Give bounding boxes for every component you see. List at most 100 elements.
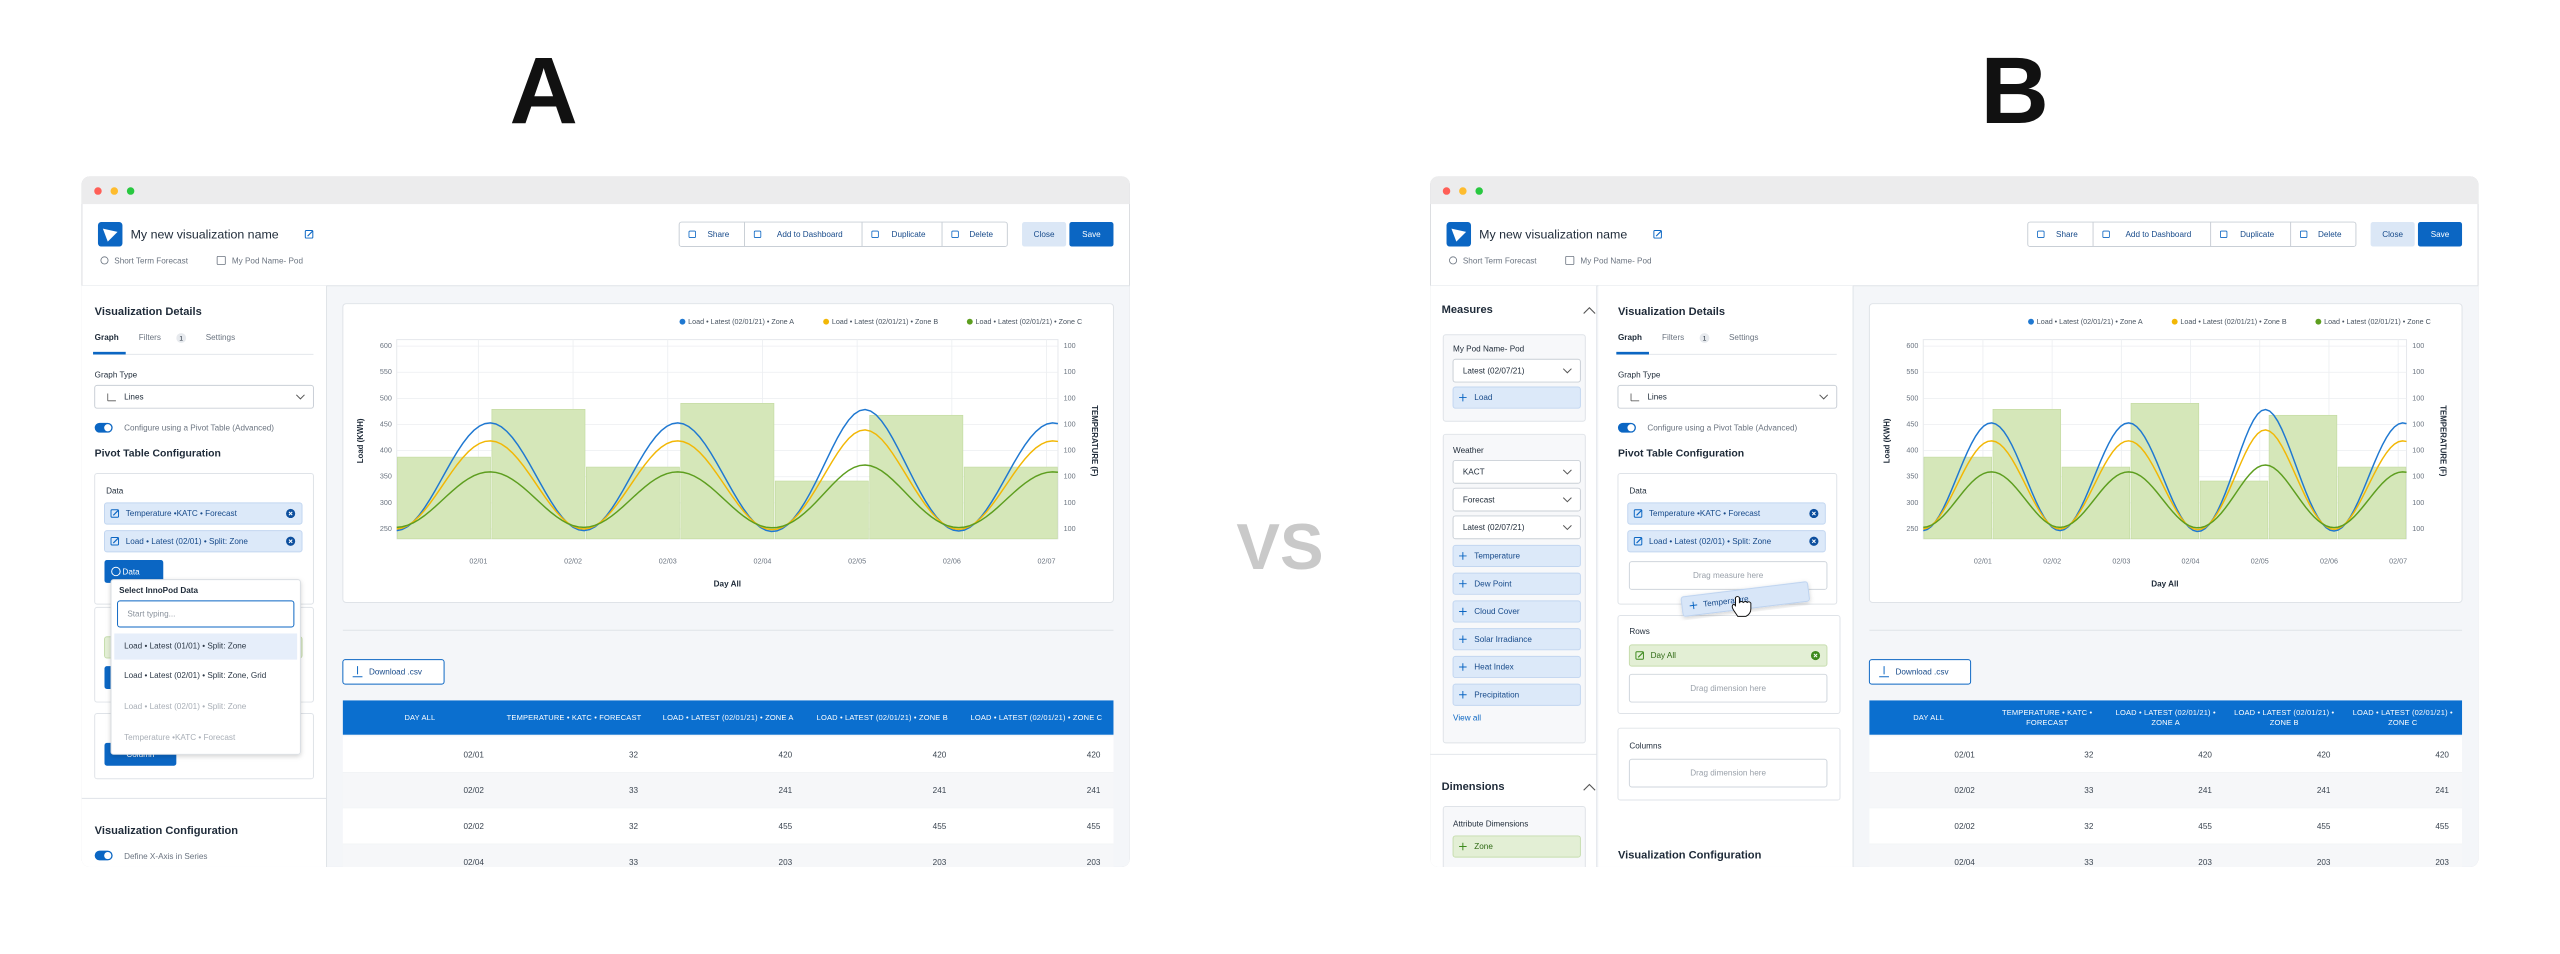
chip[interactable]: [1452, 628, 1581, 651]
select[interactable]: [94, 384, 314, 409]
picker-hover: [114, 633, 298, 660]
save-button-label[interactable]: Save: [2431, 230, 2450, 239]
breadcrumb: Short Term Forecast: [1463, 256, 1537, 265]
chip[interactable]: [1452, 600, 1581, 623]
window-control[interactable]: [110, 187, 119, 195]
window-control[interactable]: [1459, 187, 1467, 195]
chip[interactable]: [1628, 644, 1828, 667]
chip[interactable]: [104, 502, 303, 525]
select-value: Forecast: [1463, 495, 1495, 504]
table-cell: 203: [933, 858, 947, 867]
select[interactable]: [1452, 358, 1581, 383]
save-button[interactable]: [2417, 222, 2463, 247]
drop-zone[interactable]: [1628, 561, 1828, 590]
remove-chip-x: [288, 511, 293, 516]
tab[interactable]: Filters: [139, 333, 161, 342]
select[interactable]: [1452, 487, 1581, 512]
legend-entry: Load • Latest (02/01/21) • Zone B: [832, 318, 939, 326]
y2-tick-label: 100: [1064, 394, 1076, 402]
x-tick-label: 02/01: [469, 558, 487, 566]
close-button-label[interactable]: Close: [1034, 230, 1055, 239]
y2-tick-label: 100: [2412, 473, 2424, 481]
close-button[interactable]: [2370, 222, 2415, 247]
table-cell: 455: [2317, 822, 2331, 831]
preview-curve: [396, 464, 1059, 529]
picker-option[interactable]: Load • Latest (02/01) • Split: Zone, Gri…: [124, 671, 267, 680]
action-button[interactable]: Delete: [969, 230, 993, 239]
save-button-label[interactable]: Save: [1082, 230, 1101, 239]
variant-heading: A: [509, 38, 577, 144]
chip[interactable]: [1627, 530, 1826, 553]
chip[interactable]: [1452, 655, 1581, 679]
y-tick-label: 550: [1906, 368, 1918, 376]
tab-indicator: [1616, 351, 1649, 355]
action-button[interactable]: Duplicate: [892, 230, 926, 239]
variant-heading: B: [1980, 38, 2048, 144]
close-button-label[interactable]: Close: [2382, 230, 2403, 239]
y-tick-label: 400: [380, 447, 392, 455]
preview-bar: [2199, 480, 2269, 540]
column-header: LOAD • LATEST (02/01/21) • ZONE A: [2116, 708, 2216, 725]
column-header-label: LOAD • LATEST (02/01/21) • ZONE B: [816, 713, 948, 722]
drop-zone[interactable]: [1628, 758, 1828, 788]
preview-bar: [585, 466, 680, 540]
tab[interactable]: Graph: [95, 333, 119, 342]
chip[interactable]: [1452, 683, 1581, 706]
window-control[interactable]: [1442, 187, 1451, 195]
table-cell: 02/02: [463, 822, 484, 831]
action-icon: [2037, 230, 2045, 238]
chip[interactable]: [1627, 502, 1826, 525]
action-button[interactable]: Delete: [2318, 230, 2342, 239]
add-data-label[interactable]: Data: [122, 567, 140, 576]
edit-icon: [1653, 230, 1662, 239]
window-control[interactable]: [1475, 187, 1483, 195]
table-cell: 420: [2198, 750, 2212, 759]
table-cell: 33: [2084, 858, 2094, 867]
view-all-link[interactable]: View all: [1453, 714, 1481, 723]
chip[interactable]: [1452, 544, 1581, 568]
chip[interactable]: [1452, 572, 1581, 595]
download-button[interactable]: [342, 659, 445, 685]
column-header-label: LOAD • LATEST (02/01/21) • ZONE A: [662, 713, 794, 722]
chip[interactable]: [104, 530, 303, 553]
action-button[interactable]: Add to Dashboard: [2125, 230, 2191, 239]
picker-search[interactable]: [117, 600, 295, 628]
download-label[interactable]: Download .csv: [1896, 668, 1950, 677]
chip-label: Load • Latest (02/01) • Split: Zone: [1649, 537, 1772, 546]
table-cell: 33: [629, 858, 639, 867]
select[interactable]: [1452, 459, 1581, 484]
legend-swatch: [2028, 318, 2034, 325]
table-cell: 420: [933, 750, 947, 759]
action-button[interactable]: Duplicate: [2240, 230, 2274, 239]
tab[interactable]: Settings: [1729, 333, 1758, 342]
collapse-caret: [1583, 783, 1596, 791]
table-cell: 32: [629, 822, 639, 831]
window-control[interactable]: [94, 187, 102, 195]
select[interactable]: [1452, 515, 1581, 540]
toggle-knob: [104, 851, 112, 860]
chevron: [1562, 469, 1572, 475]
y2-tick-label: 100: [1064, 368, 1076, 376]
add-data-button[interactable]: [104, 560, 164, 583]
tab[interactable]: Filters: [1662, 333, 1684, 342]
download-label[interactable]: Download .csv: [369, 668, 423, 677]
y2-axis-label: TEMPERATURE (F): [2438, 405, 2447, 477]
picker-option[interactable]: Load • Latest (01/01) • Split: Zone: [124, 642, 247, 651]
action-button[interactable]: Share: [707, 230, 729, 239]
y-tick-label: 400: [1906, 447, 1918, 455]
table-cell: 33: [2084, 786, 2094, 795]
window-control[interactable]: [126, 187, 135, 195]
save-button[interactable]: [1069, 222, 1114, 247]
download-button[interactable]: [1868, 659, 1972, 685]
select[interactable]: [1617, 384, 1838, 409]
chip[interactable]: [1452, 835, 1581, 858]
close-button[interactable]: [1022, 222, 1067, 247]
tab[interactable]: Graph: [1618, 333, 1642, 342]
collapse-caret: [1583, 306, 1596, 314]
drop-zone[interactable]: [1628, 673, 1828, 703]
tab[interactable]: Settings: [206, 333, 235, 342]
chip[interactable]: [1452, 386, 1581, 409]
action-button[interactable]: Add to Dashboard: [777, 230, 843, 239]
action-button[interactable]: Share: [2056, 230, 2078, 239]
y2-tick-label: 100: [1064, 499, 1076, 507]
